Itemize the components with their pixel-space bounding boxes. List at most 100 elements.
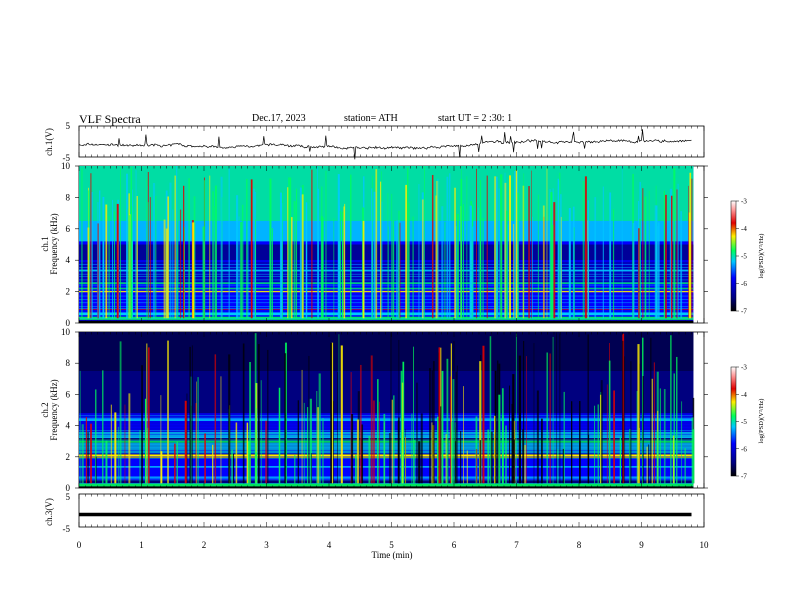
- ch1-waveform-panel: 5 -5 ch.1(V): [44, 121, 705, 163]
- ch3-waveform-panel: 5 -5 ch.3(V): [44, 492, 705, 534]
- sferic: [380, 171, 382, 319]
- sferic: [422, 199, 424, 319]
- sferic: [663, 389, 666, 484]
- sferic: [377, 379, 379, 484]
- sferic: [557, 178, 559, 319]
- freq-tick-label: 2: [66, 287, 71, 297]
- sferic: [114, 211, 116, 319]
- sferic: [469, 205, 472, 319]
- sferic: [383, 413, 386, 484]
- sferic: [135, 170, 137, 319]
- freq-tick-label: 2: [66, 452, 71, 462]
- sferic: [549, 353, 551, 484]
- sferic: [629, 428, 631, 484]
- sferic: [642, 376, 644, 484]
- ch3-ytick-top: 5: [66, 492, 71, 502]
- sferic: [612, 209, 615, 319]
- sferic: [196, 381, 197, 484]
- sferic: [256, 408, 258, 484]
- harmonic-line: [79, 312, 694, 313]
- sferic: [339, 210, 341, 319]
- sferic: [176, 441, 178, 484]
- time-tick-label: 4: [327, 540, 332, 550]
- sferic: [594, 197, 597, 319]
- frequency-band: [79, 282, 694, 284]
- sferic: [657, 222, 660, 319]
- sferic: [659, 388, 661, 484]
- sferic: [371, 188, 373, 319]
- harmonic-line: [79, 466, 694, 467]
- sferic: [599, 394, 602, 484]
- sferic: [402, 361, 405, 484]
- sferic: [478, 207, 480, 319]
- sferic: [174, 443, 176, 484]
- harmonic-line: [79, 292, 694, 293]
- sferic: [429, 368, 431, 484]
- sferic: [669, 188, 673, 319]
- sferic: [128, 393, 131, 484]
- sferic: [449, 376, 452, 484]
- sferic: [202, 226, 205, 319]
- sferic: [188, 178, 190, 319]
- sferic: [559, 333, 561, 484]
- sferic: [646, 446, 648, 484]
- harmonic-line: [79, 430, 694, 431]
- sferic: [528, 186, 530, 319]
- sferic: [689, 172, 692, 319]
- sferic: [112, 199, 114, 319]
- sferic: [571, 401, 573, 484]
- sferic: [174, 175, 177, 319]
- sferic: [559, 172, 561, 319]
- sferic: [562, 448, 564, 484]
- harmonic-line: [79, 302, 694, 304]
- sferic: [147, 202, 149, 319]
- sferic: [176, 220, 179, 319]
- sferic: [258, 389, 260, 484]
- sferic: [511, 403, 513, 484]
- harmonic-line: [79, 476, 694, 477]
- sferic: [99, 190, 101, 319]
- freq-tick-label: 0: [66, 318, 71, 328]
- sferic: [495, 176, 498, 319]
- ch1-panel-label: ch.1: [40, 236, 50, 251]
- ch2-spectrogram-ticks: 0 2 4 6 8 10: [61, 327, 708, 493]
- sferic: [412, 216, 414, 319]
- sferic: [390, 332, 392, 484]
- sferic: [597, 404, 599, 484]
- harmonic-line: [79, 433, 694, 435]
- sferic: [460, 178, 463, 319]
- sferic: [606, 384, 608, 484]
- sferic: [400, 370, 403, 484]
- time-tick-label: 5: [389, 540, 394, 550]
- sferic: [235, 195, 239, 319]
- sferic: [373, 400, 375, 484]
- harmonic-line: [79, 287, 694, 289]
- harmonic-line: [79, 473, 694, 474]
- sferic: [424, 166, 425, 319]
- harmonic-line: [79, 270, 694, 272]
- sferic: [204, 180, 206, 319]
- sferic: [579, 441, 581, 484]
- sferic: [289, 177, 292, 319]
- sferic: [513, 223, 515, 319]
- freq-tick-label: 10: [61, 327, 71, 337]
- harmonic-line: [79, 290, 694, 291]
- sferic: [221, 197, 223, 319]
- ch1-ytick-top: 5: [66, 121, 71, 131]
- sferic: [533, 343, 535, 484]
- sferic: [247, 441, 250, 484]
- harmonic-line: [79, 421, 694, 423]
- sferic: [108, 215, 110, 319]
- sferic: [445, 434, 447, 484]
- sferic: [563, 391, 565, 484]
- sferic: [176, 166, 178, 319]
- ch1-spectrogram-panel: 0 2 4 6 8 10 ch.1 Frequency (kHz): [40, 161, 708, 328]
- harmonic-line: [79, 276, 694, 277]
- harmonic-line: [79, 314, 694, 316]
- harmonic-line: [79, 452, 694, 454]
- sferic: [452, 379, 455, 484]
- sferic: [486, 175, 488, 319]
- freq-tick-label: 10: [61, 161, 71, 171]
- sferic: [413, 346, 414, 484]
